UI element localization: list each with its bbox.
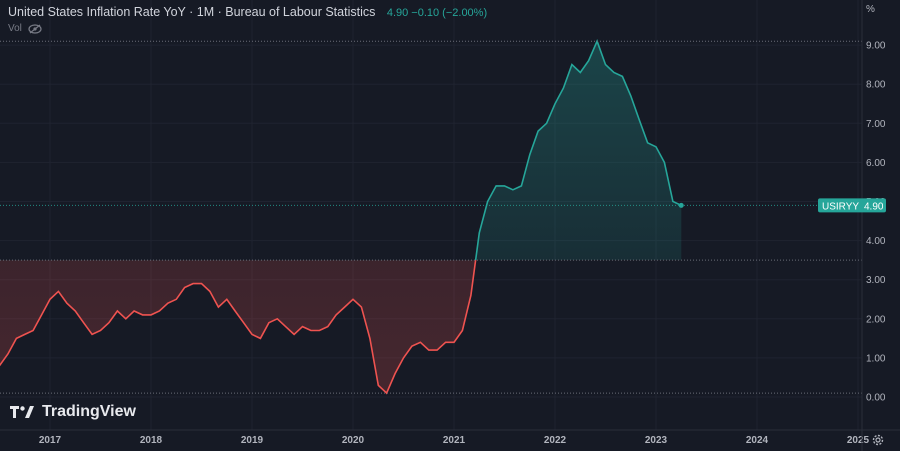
x-tick-label: 2021 — [443, 435, 466, 446]
y-tick-label: 7.00 — [866, 119, 886, 130]
y-tick-label: 9.00 — [866, 41, 886, 52]
last-values: 4.90 −0.10 (−2.00%) — [386, 7, 488, 19]
series-line-above — [474, 39, 682, 261]
price-tag: USIRYY 4.90 — [818, 198, 886, 213]
y-tick-label: 3.00 — [866, 275, 886, 286]
volume-toggle[interactable]: Vol — [8, 23, 42, 34]
vol-label: Vol — [8, 23, 22, 34]
tradingview-logo-icon — [10, 406, 34, 418]
x-tick-label: 2019 — [241, 435, 264, 446]
plot-area — [0, 0, 862, 430]
chart-header: United States Inflation Rate YoY · 1M · … — [8, 5, 487, 19]
axis-unit: % — [866, 4, 875, 15]
price-tag-box — [818, 198, 886, 213]
y-tick-label: 8.00 — [866, 80, 886, 91]
settings-gear-icon[interactable] — [871, 433, 885, 447]
x-tick-label: 2023 — [645, 435, 668, 446]
price-tag-symbol: USIRYY — [822, 201, 859, 212]
series-line-below — [0, 260, 477, 395]
y-tick-label: 1.00 — [866, 353, 886, 364]
y-tick-label: 0.00 — [866, 393, 886, 404]
x-tick-label: 2018 — [140, 435, 163, 446]
tradingview-logo: TradingView — [10, 403, 136, 421]
y-tick-label: 4.00 — [866, 236, 886, 247]
x-tick-label: 2020 — [342, 435, 365, 446]
brand-name: TradingView — [42, 403, 136, 420]
x-tick-label: 2024 — [746, 435, 769, 446]
y-tick-label: 2.00 — [866, 314, 886, 325]
x-tick-label: 2017 — [39, 435, 62, 446]
x-tick-label: 2025 — [847, 435, 870, 446]
grid-lines — [0, 0, 862, 430]
eye-off-icon[interactable] — [28, 23, 42, 34]
chart-title: United States Inflation Rate YoY · 1M · … — [8, 5, 376, 19]
y-tick-label: 6.00 — [866, 158, 886, 169]
area-fill-below — [0, 260, 476, 394]
price-tag-value: 4.90 — [864, 201, 884, 212]
x-tick-label: 2022 — [544, 435, 567, 446]
